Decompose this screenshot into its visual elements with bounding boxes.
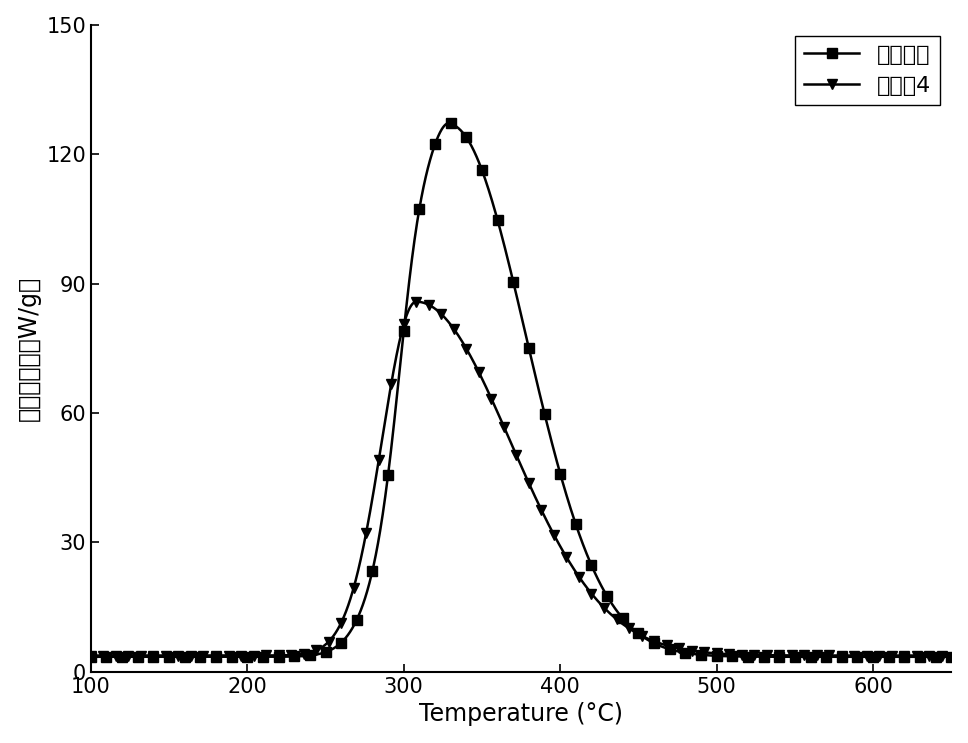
Y-axis label: 热释放速率（W/g）: 热释放速率（W/g） <box>16 276 41 421</box>
X-axis label: Temperature (°C): Temperature (°C) <box>419 702 623 727</box>
Legend: 羊毛原样, 实施兦4: 羊毛原样, 实施兦4 <box>795 36 940 105</box>
